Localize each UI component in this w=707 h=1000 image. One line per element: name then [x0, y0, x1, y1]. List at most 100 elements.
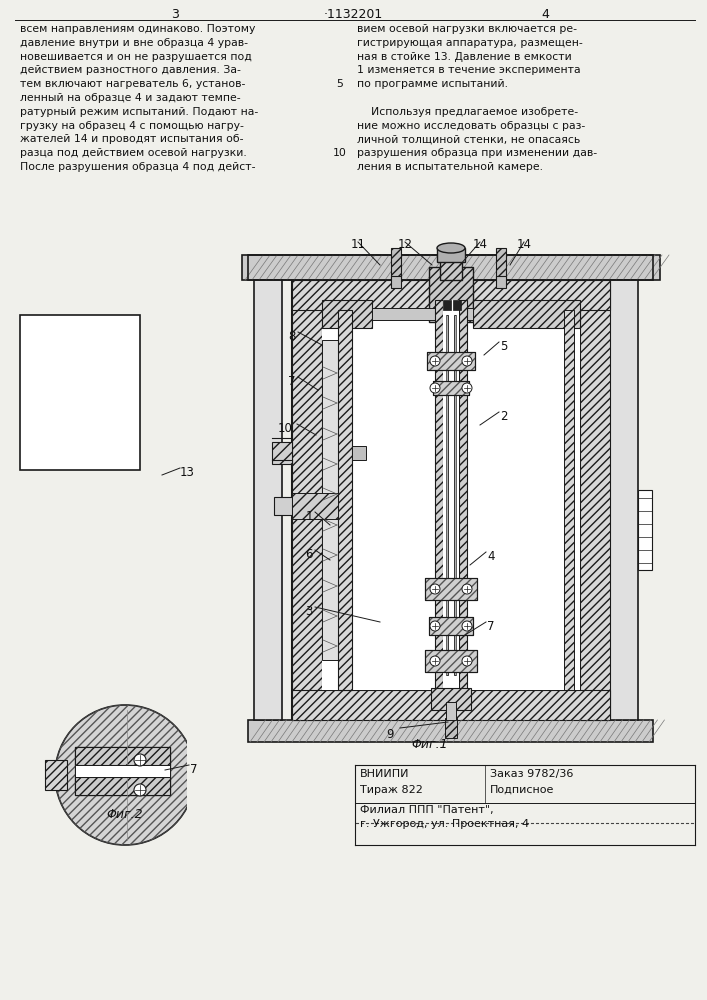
Circle shape	[430, 356, 440, 366]
Bar	[242, 255, 660, 280]
Circle shape	[430, 656, 440, 666]
Bar	[20, 315, 140, 470]
Bar	[272, 442, 292, 464]
Circle shape	[462, 356, 472, 366]
Bar	[427, 352, 475, 370]
Bar	[75, 765, 170, 777]
Bar	[496, 276, 506, 288]
Bar	[254, 280, 282, 720]
Text: личной толщиной стенки, не опасаясь: личной толщиной стенки, не опасаясь	[357, 134, 580, 144]
Bar	[431, 688, 471, 710]
Circle shape	[462, 383, 472, 393]
Bar	[352, 446, 366, 460]
Text: 7: 7	[288, 375, 296, 388]
Text: После разрушения образца 4 под дейст-: После разрушения образца 4 под дейст-	[20, 162, 255, 172]
Text: ратурный режим испытаний. Подают на-: ратурный режим испытаний. Подают на-	[20, 107, 258, 117]
Bar	[391, 276, 401, 288]
Text: Φиг.2: Φиг.2	[107, 808, 144, 821]
Text: гистрирующая аппаратура, размещен-: гистрирующая аппаратура, размещен-	[357, 38, 583, 48]
Bar	[443, 300, 451, 310]
Bar	[496, 248, 506, 280]
Bar	[429, 617, 473, 635]
Bar	[187, 700, 212, 850]
Circle shape	[462, 584, 472, 594]
Circle shape	[55, 705, 195, 845]
Bar	[433, 381, 469, 395]
Bar	[638, 490, 652, 570]
Text: Филиал ППП "Патент",: Филиал ППП "Патент",	[360, 805, 493, 815]
Text: грузку на образец 4 с помощью нагру-: грузку на образец 4 с помощью нагру-	[20, 121, 244, 131]
Circle shape	[430, 584, 440, 594]
Bar	[453, 300, 461, 310]
Bar	[75, 747, 170, 795]
Bar	[338, 310, 352, 690]
Bar	[292, 493, 338, 519]
Text: ВНИИПИ: ВНИИПИ	[360, 769, 409, 779]
Bar	[292, 280, 610, 310]
Bar	[322, 340, 338, 660]
Bar	[564, 310, 574, 690]
Text: Подписное: Подписное	[490, 785, 554, 795]
Bar	[440, 252, 462, 280]
Text: 1: 1	[305, 510, 313, 523]
Bar	[248, 255, 653, 280]
Bar	[429, 617, 473, 635]
Text: вием осевой нагрузки включается ре-: вием осевой нагрузки включается ре-	[357, 24, 577, 34]
Bar	[292, 280, 322, 720]
Text: 5: 5	[500, 340, 508, 353]
Bar	[443, 300, 459, 690]
Bar	[425, 578, 477, 600]
Text: жателей 14 и проводят испытания об-: жателей 14 и проводят испытания об-	[20, 134, 243, 144]
Bar	[433, 381, 469, 395]
Text: 1 изменяется в течение эксперимента: 1 изменяется в течение эксперимента	[357, 65, 580, 75]
Circle shape	[430, 383, 440, 393]
Text: 12: 12	[397, 238, 412, 251]
Bar	[425, 578, 477, 600]
Bar	[391, 248, 401, 280]
Text: 13: 13	[180, 466, 195, 479]
Text: ·1132201: ·1132201	[323, 8, 382, 21]
Bar	[425, 650, 477, 672]
Bar	[322, 300, 372, 328]
Text: 7: 7	[190, 763, 197, 776]
Bar	[429, 617, 473, 635]
Bar	[446, 702, 456, 720]
Bar	[437, 248, 465, 262]
Circle shape	[134, 754, 146, 766]
Bar	[75, 747, 170, 765]
Bar	[454, 315, 456, 675]
Bar	[610, 280, 638, 720]
Text: ленный на образце 4 и задают темпе-: ленный на образце 4 и задают темпе-	[20, 93, 240, 103]
Text: ления в испытательной камере.: ления в испытательной камере.	[357, 162, 543, 172]
Ellipse shape	[437, 243, 465, 253]
Bar	[372, 308, 473, 320]
Text: г. Ужгород, ул. Проектная, 4: г. Ужгород, ул. Проектная, 4	[360, 819, 529, 829]
Text: всем направлениям одинаково. Поэтому: всем направлениям одинаково. Поэтому	[20, 24, 255, 34]
Text: 2: 2	[500, 410, 508, 423]
Text: 3: 3	[305, 605, 313, 618]
Bar	[274, 497, 292, 515]
Text: ная в стойке 13. Давление в емкости: ная в стойке 13. Давление в емкости	[357, 52, 572, 62]
Text: 11: 11	[351, 238, 366, 251]
Circle shape	[430, 621, 440, 631]
Bar	[425, 650, 477, 672]
Circle shape	[134, 784, 146, 796]
Text: 3: 3	[171, 8, 179, 21]
Bar	[435, 300, 443, 690]
Text: новешивается и он не разрушается под: новешивается и он не разрушается под	[20, 52, 252, 62]
Text: тем включают нагреватель 6, установ-: тем включают нагреватель 6, установ-	[20, 79, 245, 89]
Bar	[580, 280, 610, 720]
Text: давление внутри и вне образца 4 урав-: давление внутри и вне образца 4 урав-	[20, 38, 248, 48]
Text: 5: 5	[337, 79, 344, 89]
Circle shape	[462, 621, 472, 631]
Text: по программе испытаний.: по программе испытаний.	[357, 79, 508, 89]
Text: 7: 7	[487, 620, 494, 633]
Bar	[473, 300, 580, 328]
Text: разца под действием осевой нагрузки.: разца под действием осевой нагрузки.	[20, 148, 247, 158]
Bar	[429, 267, 473, 322]
Bar	[446, 315, 448, 675]
Bar	[459, 300, 467, 690]
Text: ние можно исследовать образцы с раз-: ние можно исследовать образцы с раз-	[357, 121, 585, 131]
Bar	[292, 690, 610, 720]
Text: 8: 8	[288, 330, 296, 343]
